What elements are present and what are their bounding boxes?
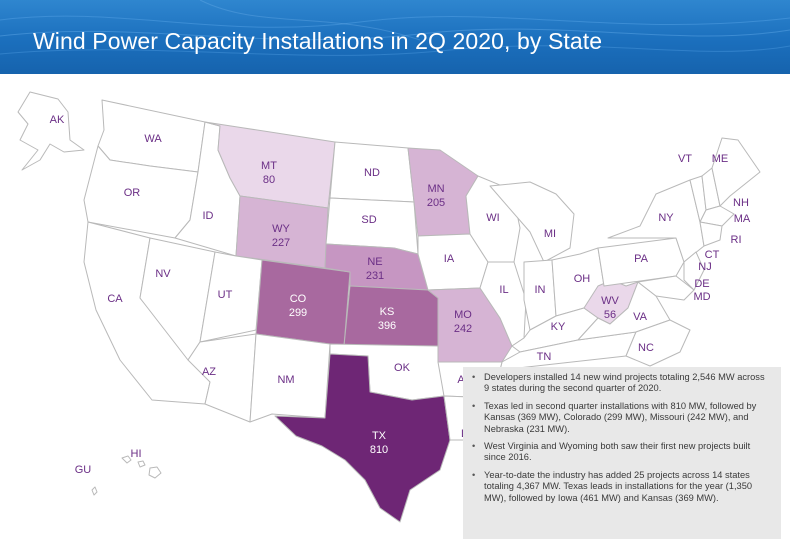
label-in: IN — [534, 284, 546, 296]
label-sd: SD — [361, 214, 377, 226]
label-ut: UT — [217, 289, 233, 301]
territory-gu — [91, 486, 98, 496]
label-wy-abbr: WY — [272, 223, 290, 235]
label-wv: WV 56 — [601, 294, 619, 322]
label-wy-value: 227 — [271, 237, 291, 249]
label-ne: NE 231 — [366, 255, 384, 283]
label-ca: CA — [107, 293, 123, 305]
label-wy: WY 227 — [272, 222, 290, 250]
state-hi — [121, 455, 162, 479]
label-ks-abbr: KS — [379, 306, 395, 318]
label-co-value: 299 — [288, 307, 308, 319]
label-wi: WI — [486, 212, 500, 224]
label-mn: MN 205 — [427, 182, 445, 210]
label-mo: MO 242 — [454, 308, 472, 336]
label-nm: NM — [277, 374, 295, 386]
label-wa: WA — [144, 133, 162, 145]
label-va: VA — [633, 311, 647, 323]
label-wv-abbr: WV — [601, 295, 619, 307]
label-ak: AK — [49, 114, 65, 126]
label-ks: KS 396 — [378, 305, 396, 333]
label-tn: TN — [536, 351, 552, 363]
label-tx-abbr: TX — [371, 430, 387, 442]
label-mi: MI — [543, 228, 557, 240]
label-tx-value: 810 — [369, 444, 389, 456]
label-ks-value: 396 — [377, 320, 397, 332]
label-oh: OH — [573, 273, 591, 285]
label-mt-abbr: MT — [261, 160, 277, 172]
page-title: Wind Power Capacity Installations in 2Q … — [33, 28, 603, 54]
label-nv: NV — [155, 268, 171, 280]
note-item: West Virginia and Wyoming both saw their… — [471, 441, 771, 464]
label-co: CO 299 — [289, 292, 307, 320]
label-ne-value: 231 — [365, 270, 385, 282]
label-az: AZ — [201, 366, 217, 378]
label-ct: CT — [704, 249, 720, 261]
state-nc — [625, 319, 691, 367]
label-ri: RI — [730, 234, 742, 246]
label-ar-partial: A — [457, 374, 465, 386]
label-ia: IA — [443, 253, 455, 265]
label-mn-abbr: MN — [427, 183, 445, 195]
label-vt: VT — [677, 153, 693, 165]
state-nm — [249, 333, 331, 423]
state-nj — [683, 251, 705, 291]
label-mo-value: 242 — [453, 323, 473, 335]
banner-wave-decoration — [0, 0, 790, 56]
label-tx: TX 810 — [370, 429, 388, 457]
notes-list: Developers installed 14 new wind project… — [471, 372, 771, 504]
label-co-abbr: CO — [289, 293, 307, 305]
label-ky: KY — [550, 321, 566, 333]
label-pa: PA — [634, 253, 648, 265]
notes-box: Developers installed 14 new wind project… — [463, 367, 781, 539]
note-item: Year-to-date the industry has added 25 p… — [471, 470, 771, 504]
label-ny: NY — [658, 212, 674, 224]
state-ak — [17, 91, 85, 171]
note-item: Texas led in second quarter installation… — [471, 401, 771, 435]
state-pa — [597, 237, 685, 287]
state-tx — [274, 353, 451, 523]
us-map — [17, 91, 761, 523]
label-md: MD — [693, 291, 711, 303]
label-mn-value: 205 — [426, 197, 446, 209]
label-nj: NJ — [698, 261, 712, 273]
label-or: OR — [123, 187, 141, 199]
label-il: IL — [499, 284, 509, 296]
label-gu: GU — [74, 464, 92, 476]
label-nh: NH — [733, 197, 749, 209]
label-ma: MA — [733, 213, 751, 225]
label-mo-abbr: MO — [454, 309, 472, 321]
label-me: ME — [711, 153, 729, 165]
label-hi: HI — [130, 448, 142, 460]
label-de: DE — [694, 278, 710, 290]
state-ct — [699, 221, 723, 247]
label-mt: MT 80 — [261, 159, 277, 187]
label-mt-value: 80 — [262, 174, 276, 186]
label-ok: OK — [394, 362, 410, 374]
label-ne-abbr: NE — [367, 256, 383, 268]
label-wv-value: 56 — [603, 309, 617, 321]
note-item: Developers installed 14 new wind project… — [471, 372, 771, 395]
label-id: ID — [202, 210, 214, 222]
state-mi — [489, 181, 575, 263]
label-nc: NC — [638, 342, 654, 354]
state-md — [637, 275, 695, 301]
label-nd: ND — [364, 167, 380, 179]
title-banner: Wind Power Capacity Installations in 2Q … — [0, 0, 790, 74]
